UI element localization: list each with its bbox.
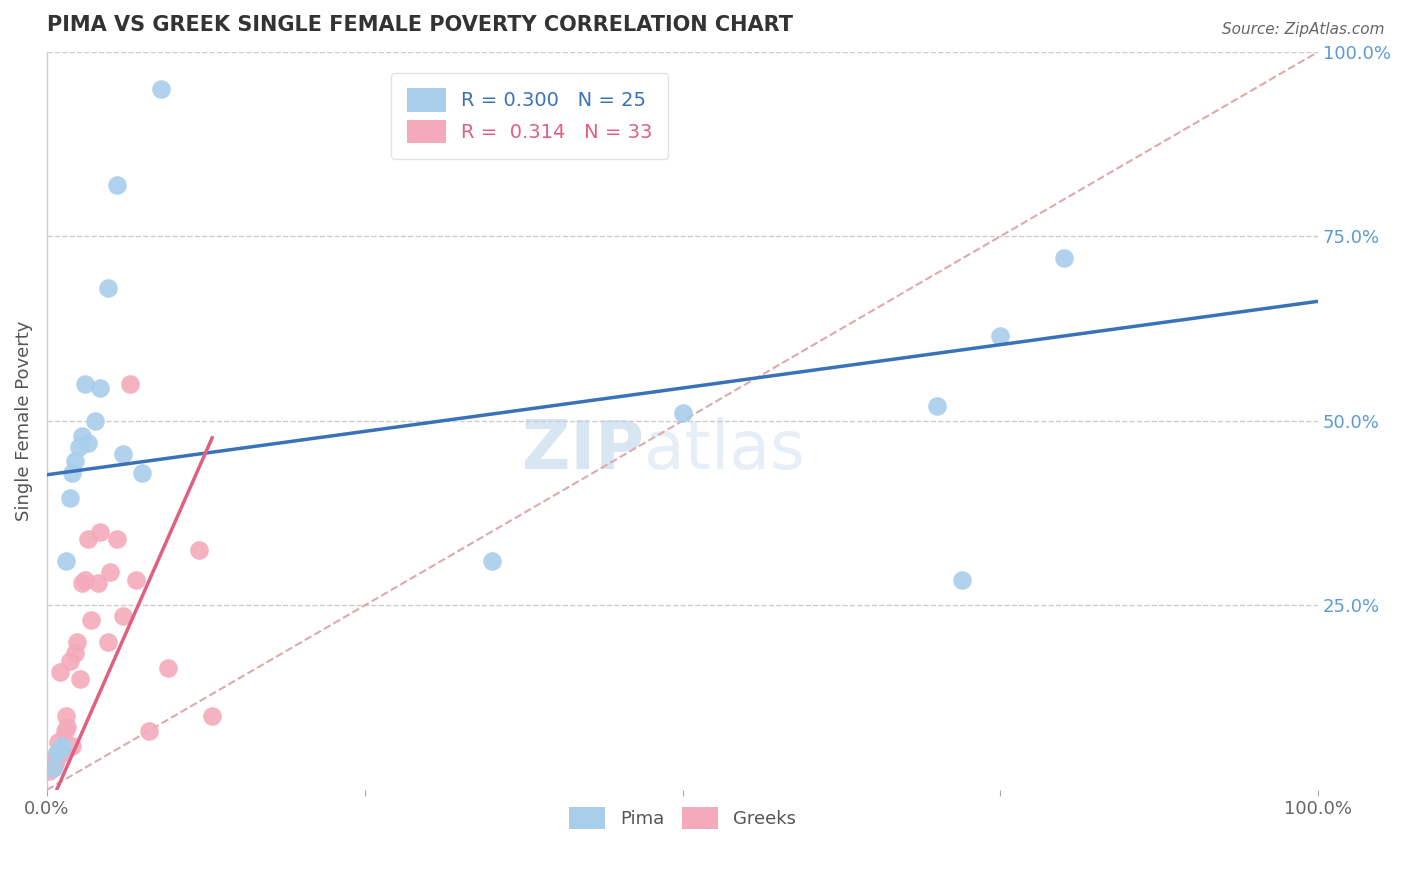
Point bbox=[60, 739, 83, 753]
Legend: Pima, Greeks: Pima, Greeks bbox=[562, 800, 803, 836]
Point bbox=[150, 81, 173, 95]
Point bbox=[42, 761, 65, 775]
Point bbox=[105, 178, 128, 192]
Point bbox=[80, 613, 103, 627]
Point bbox=[118, 376, 141, 391]
Point bbox=[51, 746, 73, 760]
Point bbox=[72, 576, 94, 591]
Point bbox=[73, 376, 96, 391]
Point bbox=[188, 543, 211, 558]
Point bbox=[66, 635, 89, 649]
Point bbox=[97, 635, 120, 649]
Point bbox=[76, 436, 98, 450]
Point bbox=[56, 720, 79, 734]
Point bbox=[53, 723, 76, 738]
Point bbox=[89, 381, 111, 395]
Text: ZIP: ZIP bbox=[523, 417, 644, 483]
Point bbox=[87, 576, 110, 591]
Point bbox=[925, 399, 948, 413]
Point bbox=[48, 742, 70, 756]
Point bbox=[481, 554, 503, 568]
Point bbox=[100, 565, 122, 579]
Point bbox=[201, 709, 224, 723]
Point bbox=[112, 609, 135, 624]
Point bbox=[46, 746, 69, 760]
Point bbox=[45, 753, 67, 767]
Point bbox=[89, 524, 111, 539]
Point bbox=[55, 709, 77, 723]
Point bbox=[138, 723, 160, 738]
Point bbox=[156, 661, 179, 675]
Point bbox=[131, 466, 153, 480]
Point bbox=[42, 761, 65, 775]
Point bbox=[97, 281, 120, 295]
Point bbox=[44, 757, 66, 772]
Text: PIMA VS GREEK SINGLE FEMALE POVERTY CORRELATION CHART: PIMA VS GREEK SINGLE FEMALE POVERTY CORR… bbox=[46, 15, 793, 35]
Point bbox=[55, 554, 77, 568]
Point bbox=[84, 414, 107, 428]
Point bbox=[112, 447, 135, 461]
Point bbox=[671, 407, 693, 421]
Point bbox=[51, 739, 73, 753]
Point bbox=[41, 761, 63, 775]
Point bbox=[63, 646, 86, 660]
Y-axis label: Single Female Poverty: Single Female Poverty bbox=[15, 321, 32, 521]
Point bbox=[60, 466, 83, 480]
Point bbox=[1053, 252, 1076, 266]
Point bbox=[67, 440, 90, 454]
Point bbox=[69, 672, 91, 686]
Point bbox=[59, 491, 82, 506]
Point bbox=[63, 454, 86, 468]
Point bbox=[59, 654, 82, 668]
Point bbox=[76, 532, 98, 546]
Point bbox=[46, 746, 69, 760]
Point bbox=[38, 764, 60, 779]
Point bbox=[46, 735, 69, 749]
Text: atlas: atlas bbox=[644, 417, 806, 483]
Point bbox=[950, 573, 973, 587]
Point bbox=[105, 532, 128, 546]
Point bbox=[988, 329, 1011, 343]
Point bbox=[48, 665, 70, 679]
Point bbox=[125, 573, 148, 587]
Text: Source: ZipAtlas.com: Source: ZipAtlas.com bbox=[1222, 22, 1385, 37]
Point bbox=[72, 428, 94, 442]
Point bbox=[73, 573, 96, 587]
